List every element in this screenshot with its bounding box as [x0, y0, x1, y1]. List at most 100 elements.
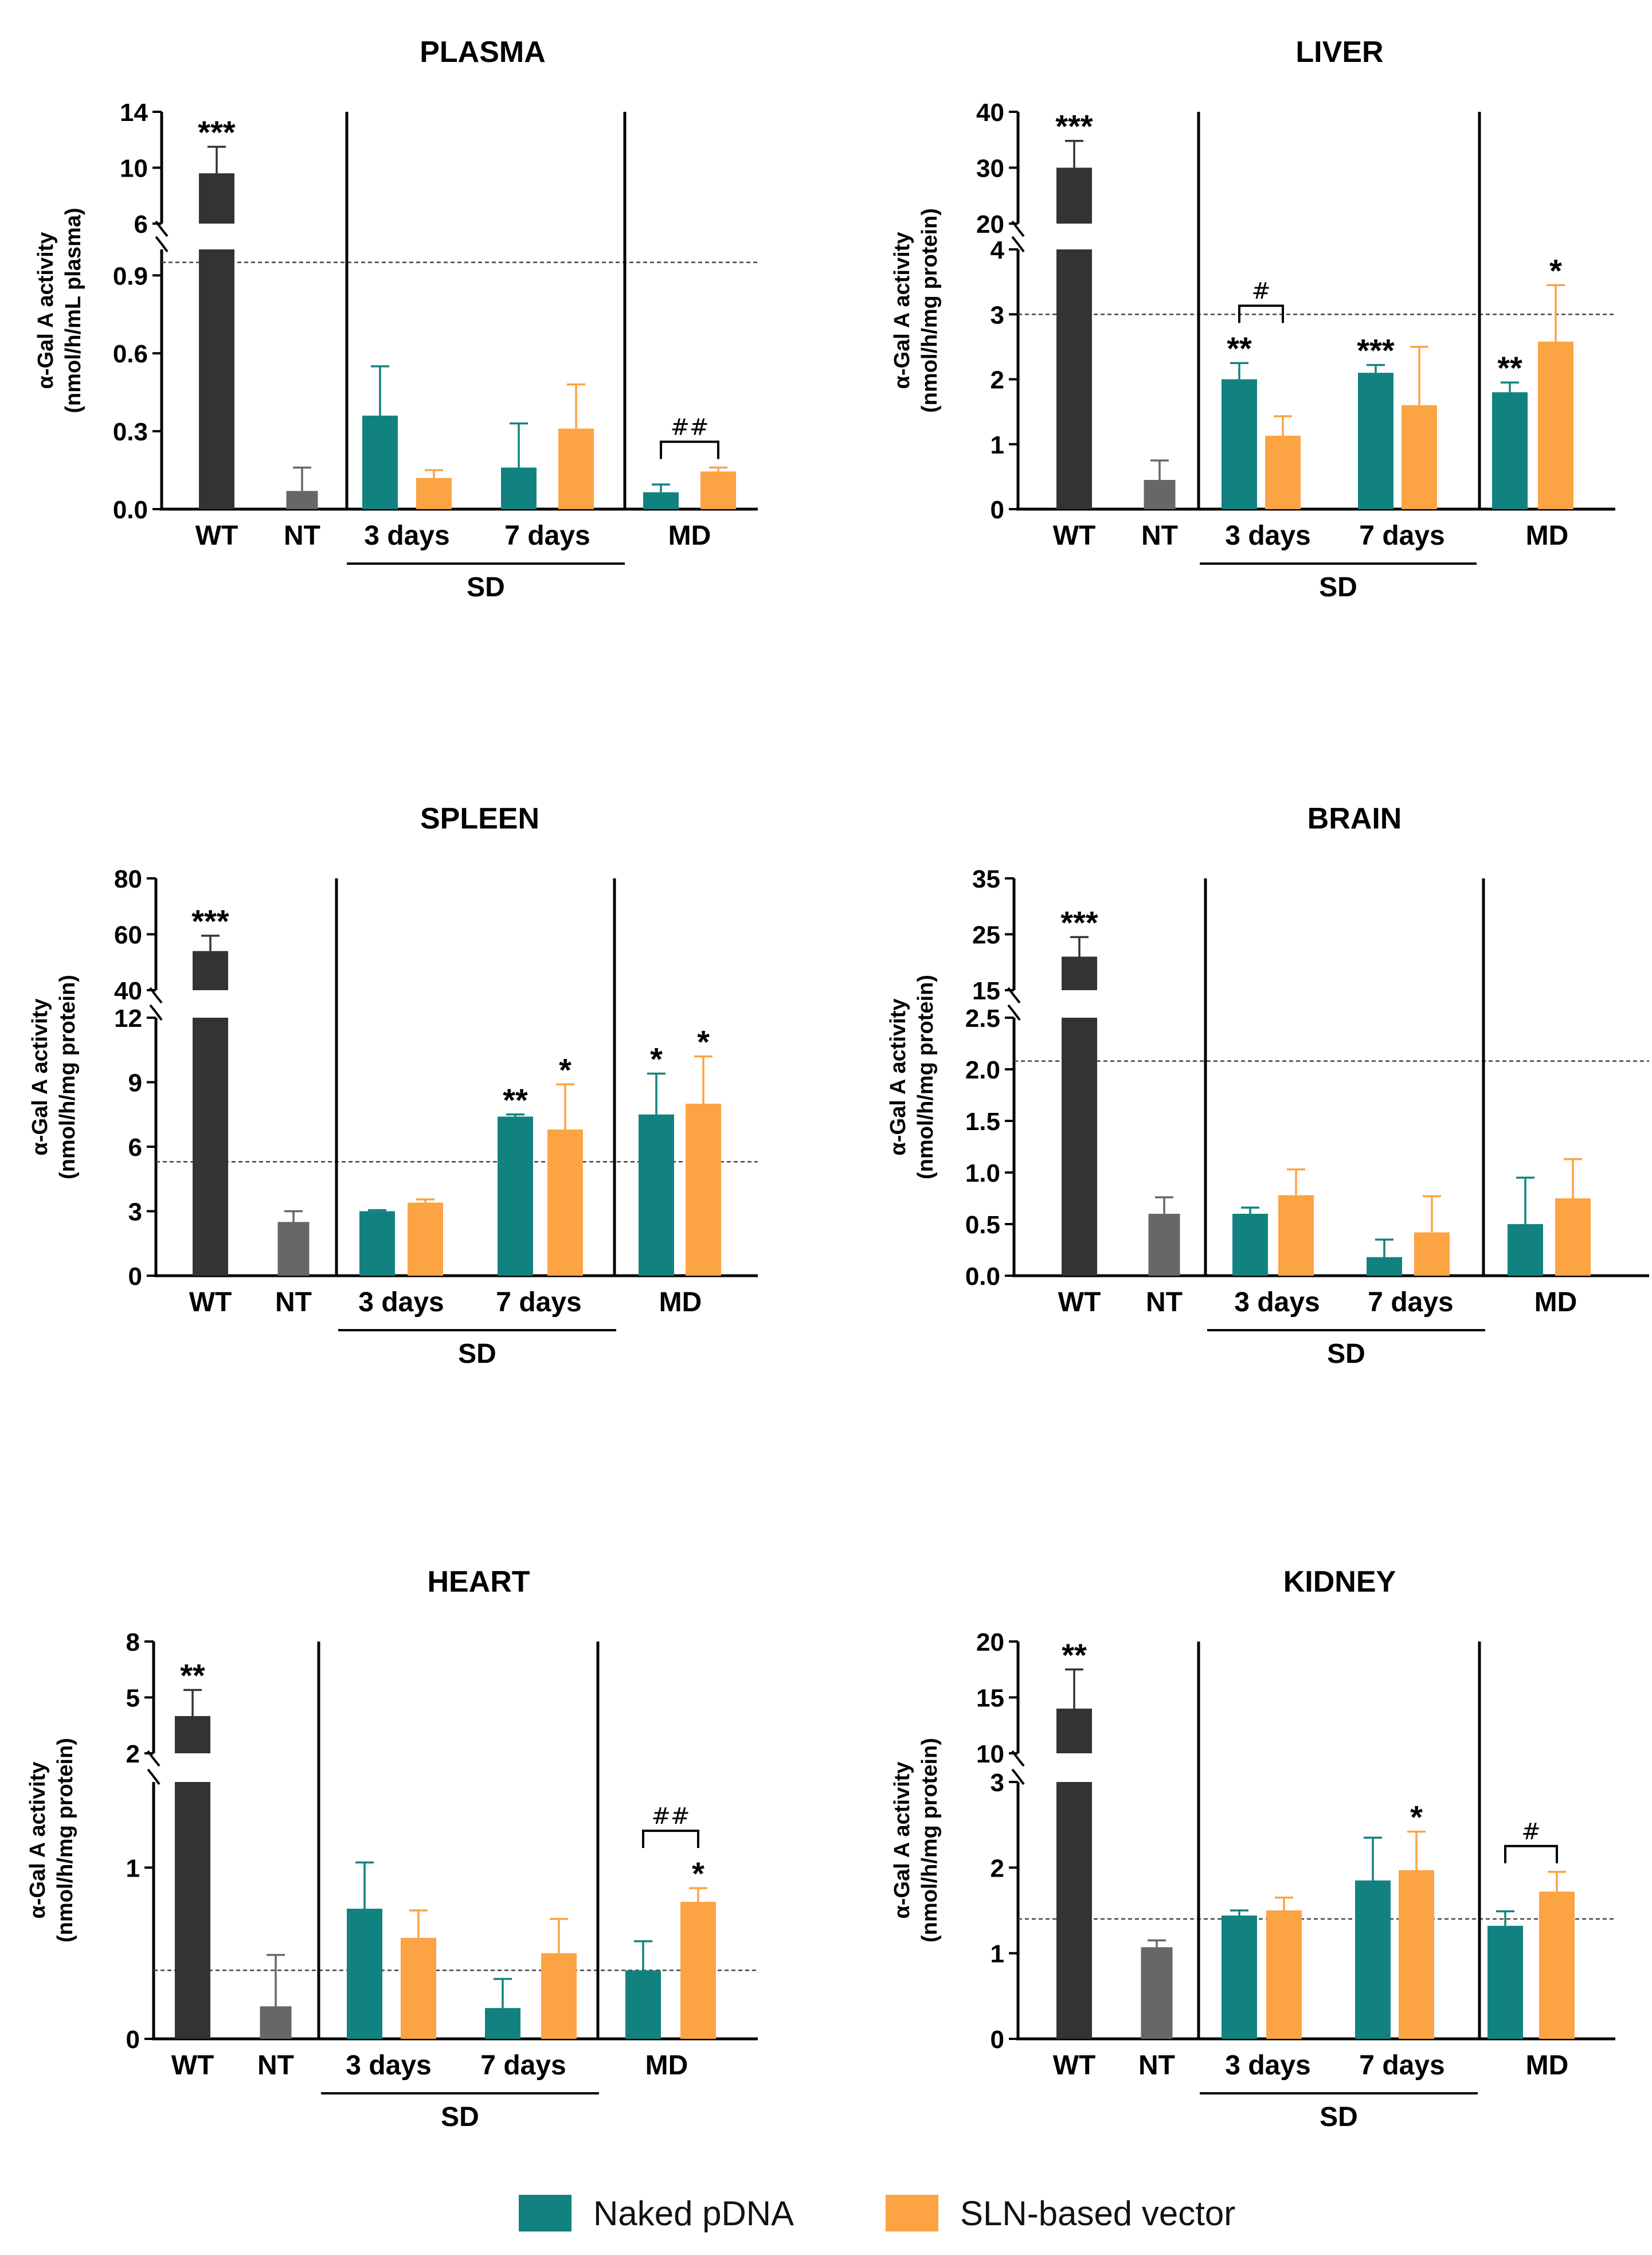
y-tick-label: 0.9 [113, 262, 148, 290]
y-tick-label: 2 [991, 366, 1004, 394]
bar-md-sln [700, 471, 736, 509]
x-tick-label: 3 days [1234, 1287, 1320, 1318]
y-tick-label: 8 [126, 1628, 140, 1656]
bar-3-days-naked [1222, 379, 1257, 509]
legend-swatch-naked [519, 2195, 571, 2231]
bar-wt-lower [1062, 1018, 1097, 1276]
x-tick-label: 3 days [1225, 521, 1310, 551]
x-tick-label: NT [275, 1287, 312, 1318]
y-tick-label: 2 [126, 1740, 140, 1768]
significance-label: *** [1055, 108, 1093, 144]
bar-wt [193, 951, 228, 990]
y-axis-label: α-Gal A activity (nmol/h/mg protein) [28, 975, 80, 1179]
y-tick-label: 1 [991, 431, 1004, 459]
bar-md-naked [639, 1114, 674, 1276]
x-tick-label: 7 days [504, 521, 590, 551]
bar-wt-lower [1056, 249, 1092, 509]
panel-plasma: PLASMA α-Gal A activity (nmol/h/mL plasma)… [34, 36, 758, 603]
bar-7-days-sln [1399, 1870, 1434, 2039]
y-axis-label: α-Gal A activity (nmol/h/mg protein) [886, 975, 938, 1179]
group-label: SD [467, 572, 505, 603]
y-axis-label: α-Gal A activity (nmol/h/mg protein) [890, 1738, 942, 1943]
y-tick-label: 20 [976, 1628, 1004, 1656]
y-tick-label: 20 [976, 210, 1004, 239]
legend-item-naked: Naked pDNA [519, 2190, 794, 2236]
bar-nt [260, 2006, 292, 2039]
x-tick-label: MD [1526, 521, 1569, 551]
y-tick-label: 35 [972, 865, 1000, 893]
legend-item-sln: SLN-based vector [886, 2190, 1235, 2236]
y-tick-label: 0.3 [113, 418, 148, 446]
y-axis-label-line1: α-Gal A activity [34, 232, 58, 389]
axis-break-mark [1007, 1004, 1021, 1021]
bar-7-days-naked [498, 1116, 533, 1276]
significance-label: * [650, 1041, 663, 1077]
bar-3-days-sln [416, 478, 452, 509]
y-tick-label: 1.0 [965, 1159, 1000, 1187]
legend-label-sln: SLN-based vector [960, 2194, 1236, 2233]
bar-7-days-naked [485, 2008, 520, 2039]
bar-md-naked [1492, 392, 1528, 509]
bar-md-naked [1508, 1224, 1543, 1276]
legend: Naked pDNA SLN-based vector [0, 2179, 1652, 2255]
bar-7-days-naked [1358, 373, 1393, 509]
panel-title: PLASMA [420, 36, 546, 69]
x-tick-label: NT [257, 2050, 294, 2081]
y-tick-label: 0 [128, 1263, 142, 1291]
legend-label-naked: Naked pDNA [593, 2194, 794, 2233]
significance-label: * [1549, 252, 1562, 288]
y-axis-label-line1: α-Gal A activity [26, 1762, 50, 1919]
significance-label: * [697, 1024, 710, 1060]
comparison-bracket [660, 440, 719, 459]
panel-liver: LIVER α-Gal A activity (nmol/h/mg protein)… [890, 36, 1615, 603]
y-axis-label: α-Gal A activity (nmol/h/mg protein) [890, 208, 942, 413]
y-axis-label-line1: α-Gal A activity [890, 1762, 914, 1919]
x-tick-label: MD [645, 2050, 688, 2081]
group-label: SD [441, 2102, 479, 2132]
bar-wt [175, 1716, 210, 1753]
y-tick-label: 3 [991, 301, 1004, 329]
x-tick-label: 7 days [480, 2050, 566, 2081]
bar-nt [1144, 480, 1176, 509]
comparison-bracket [1504, 1844, 1558, 1863]
legend-swatch-sln [886, 2195, 938, 2231]
bar-7-days-naked [501, 467, 537, 509]
bar-3-days-sln [1278, 1195, 1314, 1276]
y-tick-label: 3 [991, 1769, 1004, 1797]
significance-label: *** [1357, 333, 1395, 369]
axis-break-mark [1011, 1768, 1025, 1785]
bar-7-days-naked [1367, 1257, 1402, 1276]
y-axis-label-line2: (nmol/h/mg protein) [56, 975, 80, 1179]
significance-label: ** [503, 1082, 528, 1118]
y-tick-label: 0.0 [113, 496, 148, 524]
bar-3-days-sln [1266, 1910, 1302, 2039]
bar-3-days-sln [408, 1202, 443, 1276]
y-tick-label: 10 [976, 1740, 1004, 1768]
bar-wt-lower [175, 1782, 210, 2039]
bar-7-days-sln [1402, 405, 1437, 509]
x-tick-label: 7 days [1359, 521, 1444, 551]
significance-label: *** [198, 114, 236, 150]
x-tick-label: WT [195, 521, 238, 551]
bar-3-days-sln [401, 1937, 436, 2039]
panel-heart: HEART α-Gal A activity (nmol/h/mg protein)… [26, 1565, 758, 2132]
axis-break-mark [155, 236, 169, 253]
y-tick-label: 30 [976, 155, 1004, 183]
y-tick-label: 2.0 [965, 1056, 1000, 1084]
bar-md-sln [1538, 341, 1573, 509]
y-tick-label: 60 [114, 921, 142, 949]
bar-7-days-sln [547, 1130, 583, 1276]
y-tick-label: 0 [126, 2026, 140, 2054]
bar-md-sln [680, 1902, 716, 2039]
bar-7-days-sln [541, 1953, 577, 2039]
bar-3-days-naked [1232, 1214, 1268, 1276]
x-tick-label: MD [1526, 2050, 1569, 2081]
y-axis-label-line2: (nmol/h/mL plasma) [61, 208, 85, 413]
panel-kidney: KIDNEY α-Gal A activity (nmol/h/mg protein… [890, 1565, 1615, 2132]
bar-3-days-sln [1265, 436, 1301, 509]
x-tick-label: WT [171, 2050, 214, 2081]
y-tick-label: 12 [114, 1005, 142, 1033]
y-axis-label-line2: (nmol/h/mg protein) [918, 208, 942, 413]
bar-wt [1056, 1709, 1092, 1753]
significance-label: * [692, 1855, 704, 1891]
